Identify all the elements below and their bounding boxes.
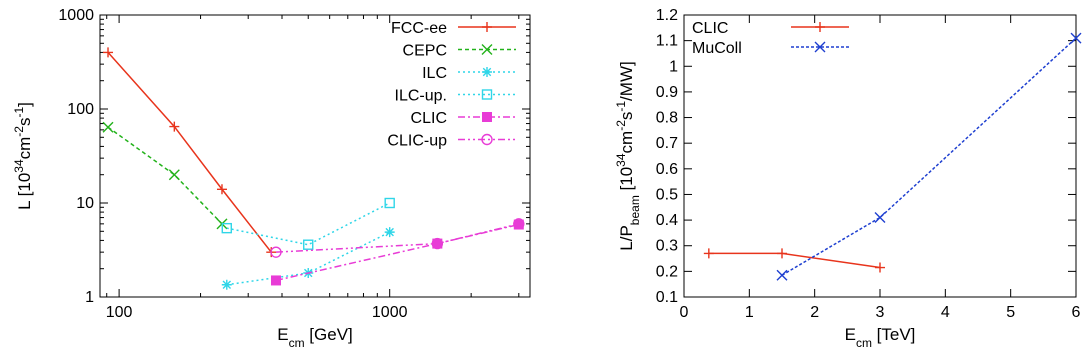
plot-frame <box>683 14 1077 298</box>
y-axis-title: L/Pbeam [1034cm-2s-1/MW] <box>614 61 642 250</box>
y-tick-label: 0.6 <box>656 161 678 178</box>
y-tick-label: 0.3 <box>656 238 678 255</box>
legend-label-ilc: ILC <box>422 65 447 82</box>
y-tick-label: 1000 <box>58 7 94 24</box>
legend-label-fcc-ee: FCC-ee <box>391 20 447 37</box>
x-axis-title: Ecm [TeV] <box>845 325 916 350</box>
data-point-clic <box>875 262 885 273</box>
data-point-cepc <box>102 121 114 133</box>
series-line-clic-up <box>275 223 519 253</box>
luminosity-chart: 100 1000 1 10 100 1000 Ecm [GeV] L [1034cm-2s-1… <box>12 7 531 350</box>
legend-marker-clic <box>815 22 825 32</box>
series-ilc-up <box>221 197 395 250</box>
x-axis-title: Ecm [GeV] <box>277 325 353 350</box>
y-tick-label: 100 <box>67 101 94 118</box>
y-tick-label: 1.1 <box>656 33 678 50</box>
x-tick-label: 1 <box>745 304 754 321</box>
series-line-cepc <box>107 126 223 225</box>
data-point-clic-up <box>513 218 525 230</box>
y-tick-label: 1 <box>669 58 678 75</box>
legend-marker-ilc <box>482 67 492 77</box>
series-line-clic <box>275 223 519 282</box>
series-fcc-ee <box>103 47 277 258</box>
data-point-mucoll <box>776 269 788 281</box>
legend-marker-mucoll <box>814 41 826 53</box>
legend-label-clic: CLIC <box>692 20 728 37</box>
x-tick-label: 100 <box>106 304 133 321</box>
y-tick-label: 0.8 <box>656 110 678 127</box>
data-point-ilc-up <box>221 222 232 234</box>
legend-label-cepc: CEPC <box>403 43 447 60</box>
series-mucoll <box>776 32 1082 281</box>
data-point-ilc <box>384 227 395 238</box>
series-clic <box>270 219 524 286</box>
data-point-mucoll <box>874 212 886 224</box>
x-tick-label: 1000 <box>372 304 408 321</box>
y-tick-label: 0.4 <box>656 212 678 229</box>
data-point-clic-up <box>270 246 282 258</box>
data-point-cepc <box>168 169 180 181</box>
series-clic <box>703 248 885 273</box>
series-cepc <box>102 121 228 230</box>
data-point-mucoll <box>1070 32 1082 44</box>
legend-label-clic: CLIC <box>411 110 447 127</box>
x-tick-label: 0 <box>680 304 689 321</box>
data-point-clic-up <box>431 237 444 250</box>
y-tick-label: 10 <box>76 195 94 212</box>
legend-label-ilc-up: ILC-up. <box>395 88 447 105</box>
x-tick-label: 6 <box>1072 304 1081 321</box>
plot-frame <box>99 14 531 298</box>
x-tick-label: 2 <box>810 304 819 321</box>
data-point-ilc-up <box>384 197 395 209</box>
data-point-fcc-ee <box>169 121 180 132</box>
y-tick-label: 1 <box>85 289 94 306</box>
x-tick-label: 4 <box>941 304 950 321</box>
data-point-clic <box>270 275 281 286</box>
series-line-ilc-up <box>226 202 391 246</box>
data-point-ilc <box>221 279 232 290</box>
legend: FCC-ee CEPC ILC ILC-up. CLIC CLIC-up <box>387 20 516 150</box>
series-ilc <box>221 227 395 290</box>
y-axis-title: L [1034cm-2s-1] <box>12 102 34 210</box>
legend-marker-cepc <box>481 44 493 55</box>
legend-marker-clic <box>482 112 492 122</box>
legend-marker-clic-up <box>481 133 493 146</box>
series-line-mucoll <box>781 37 1077 276</box>
data-point-clic <box>703 248 714 259</box>
y-tick-label: 0.7 <box>656 135 678 152</box>
legend: CLIC MuColl <box>692 20 849 57</box>
y-tick-label: 1.2 <box>656 7 678 24</box>
series-line-clic <box>708 252 881 269</box>
x-tick-label: 5 <box>1006 304 1015 321</box>
y-tick-label: 0.5 <box>656 186 678 203</box>
x-tick-label: 3 <box>876 304 885 321</box>
data-point-fcc-ee <box>103 47 114 58</box>
y-tick-label: 0.1 <box>656 289 678 306</box>
legend-label-mucoll: MuColl <box>692 40 742 57</box>
luminosity-per-power-chart: 0 1 2 3 4 5 6 0.1 0.2 0.3 0.4 0.5 0.6 0.7 0.8 0.9 1 1.1 1.… <box>614 7 1082 350</box>
legend-marker-ilc-up <box>481 89 493 100</box>
legend-marker-fcc-ee <box>482 22 492 32</box>
legend-label-clic-up: CLIC-up <box>387 133 447 150</box>
series-line-fcc-ee <box>107 51 272 253</box>
y-tick-label: 0.2 <box>656 263 678 280</box>
series-clic-up <box>270 218 525 258</box>
data-point-fcc-ee <box>216 184 227 195</box>
data-point-ilc-up <box>303 239 314 250</box>
y-tick-label: 0.9 <box>656 84 678 101</box>
data-point-clic <box>777 248 787 259</box>
